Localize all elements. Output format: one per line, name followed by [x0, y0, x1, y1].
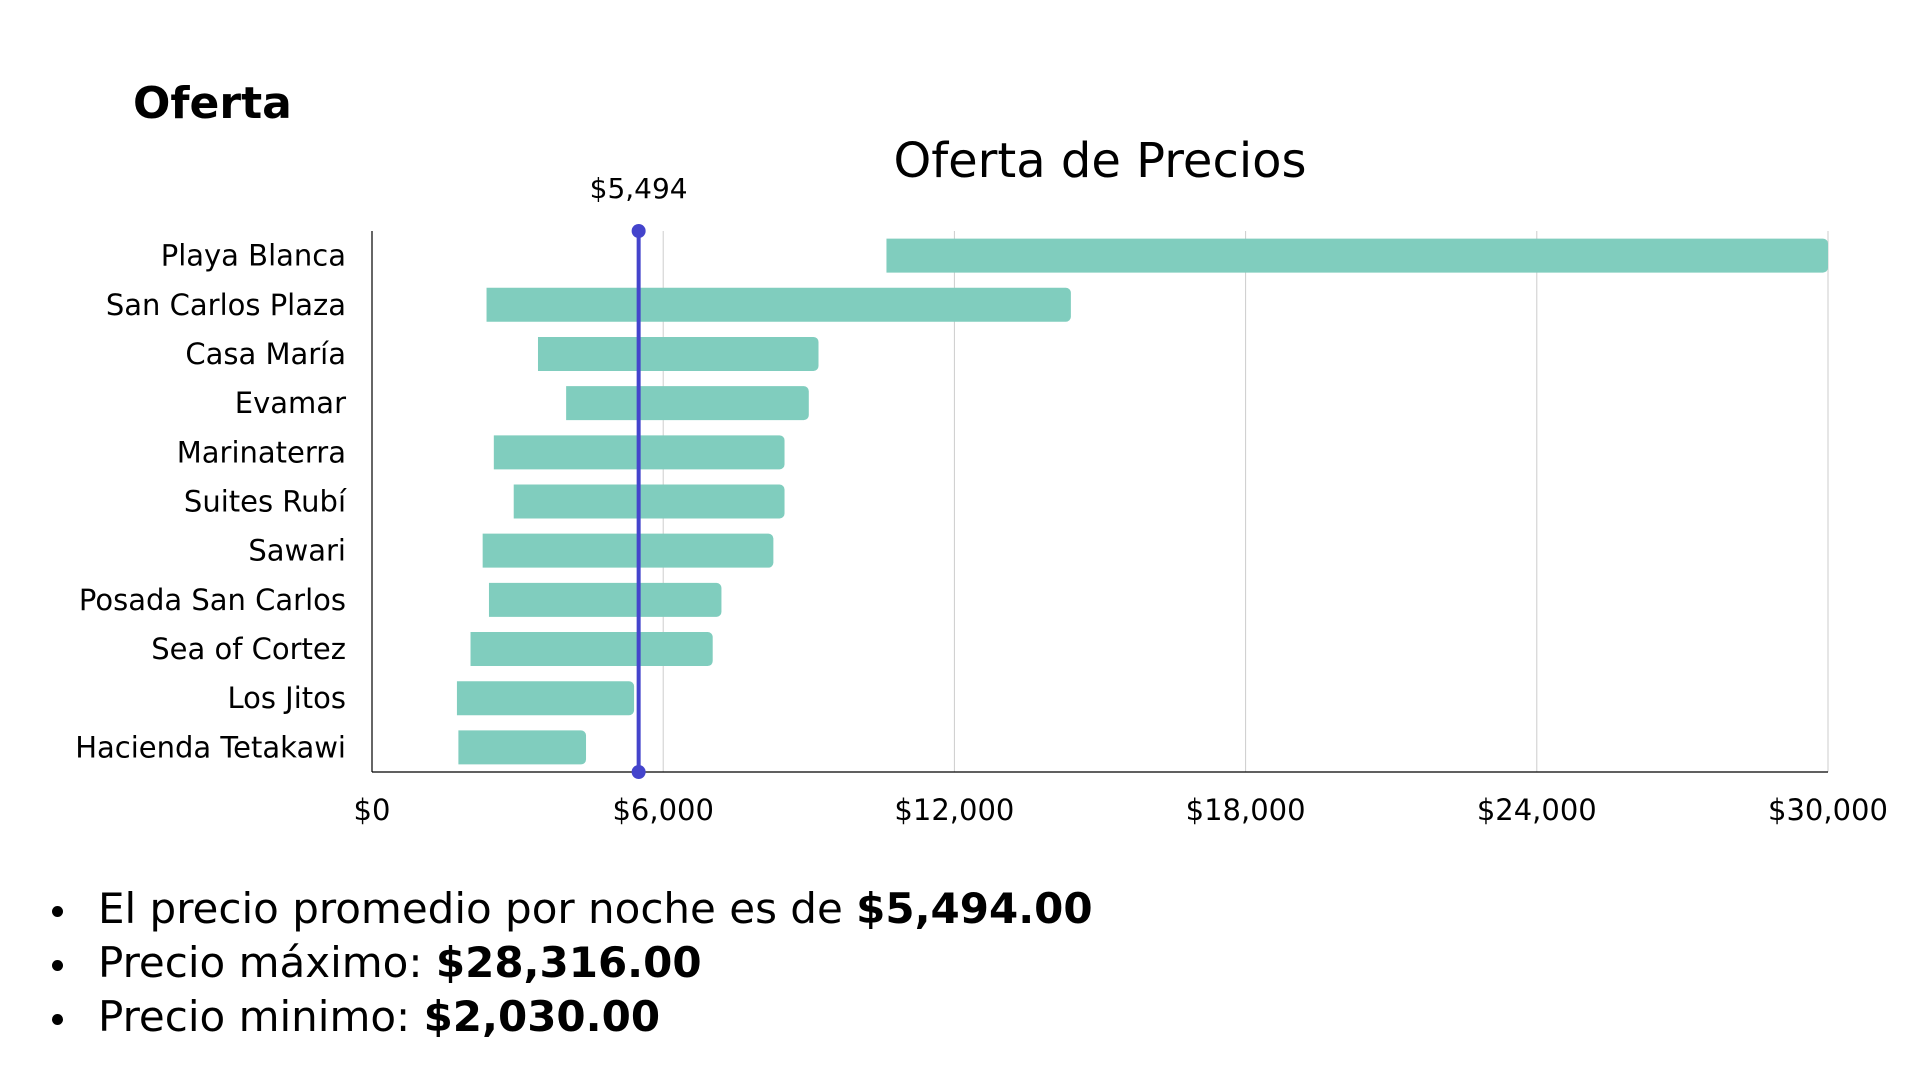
category-labels: Playa Blanca San Carlos Plaza Casa María Ev…	[75, 239, 347, 765]
average-line-top-marker	[631, 224, 646, 238]
chart-title: Oferta de Precios	[893, 133, 1306, 189]
x-tick-label: $12,000	[894, 793, 1014, 827]
category-label: Los Jitos	[227, 681, 346, 715]
x-tick-label: $30,000	[1768, 793, 1888, 827]
x-tick-label: $0	[354, 793, 391, 827]
summary-list: El precio promedio por noche es de $5,49…	[50, 882, 1093, 1044]
category-label: Evamar	[235, 386, 346, 420]
bar	[513, 484, 785, 519]
category-label: Suites Rubí	[184, 485, 347, 519]
average-label: $5,494	[590, 172, 688, 205]
average-reference-line: $5,494	[590, 172, 688, 779]
category-label: San Carlos Plaza	[106, 288, 346, 322]
bar	[537, 336, 819, 371]
bullet-min: Precio minimo: $2,030.00	[50, 990, 1093, 1044]
section-title: Oferta	[133, 78, 292, 129]
x-tick-label: $24,000	[1477, 793, 1597, 827]
category-label: Marinaterra	[177, 435, 346, 469]
bullet-max: Precio máximo: $28,316.00	[50, 936, 1093, 990]
bar	[482, 533, 774, 568]
bar	[456, 681, 635, 716]
bars	[456, 238, 1828, 765]
category-label: Playa Blanca	[161, 239, 346, 273]
category-label: Sawari	[248, 534, 346, 568]
category-label: Casa María	[185, 337, 346, 371]
bar	[886, 238, 1828, 273]
bar	[486, 287, 1071, 322]
price-range-chart: Oferta de Precios Playa Blanca San Carlos…	[75, 133, 1888, 827]
x-tick-label: $18,000	[1186, 793, 1306, 827]
category-label: Hacienda Tetakawi	[75, 730, 346, 764]
average-line-bottom-marker	[631, 765, 646, 779]
x-tick-label: $6,000	[612, 793, 713, 827]
x-tick-labels: $0 $6,000 $12,000 $18,000 $24,000 $30,000	[354, 793, 1888, 827]
category-label: Posada San Carlos	[79, 583, 346, 617]
bar	[488, 582, 722, 617]
bar	[458, 730, 587, 765]
bullet-average: El precio promedio por noche es de $5,49…	[50, 882, 1093, 936]
bar	[470, 632, 713, 667]
bar	[566, 386, 809, 421]
category-label: Sea of Cortez	[151, 632, 346, 666]
